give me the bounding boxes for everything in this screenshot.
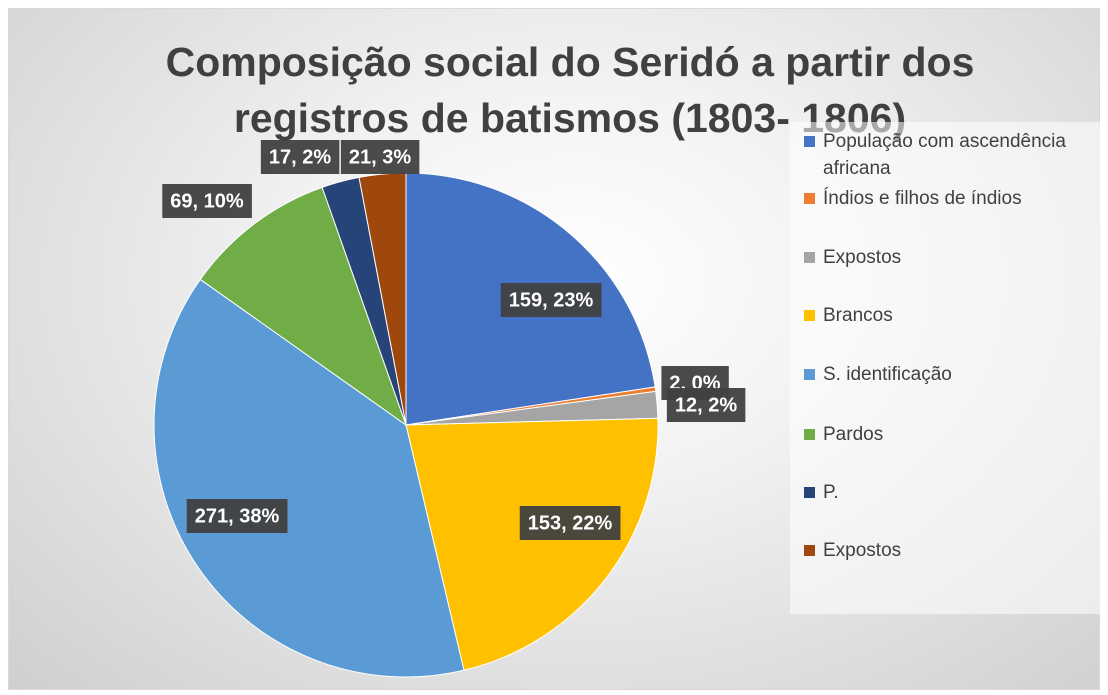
pie-slice (199, 186, 407, 427)
legend-item: P. (804, 479, 1104, 506)
data-label-text: 271, 38% (195, 505, 280, 527)
pie-slice (153, 278, 465, 678)
data-label: 271, 38% (186, 499, 288, 533)
chart-title: Composição social do Seridó a partir dos… (165, 39, 975, 141)
legend-swatch (804, 369, 815, 380)
legend-item: Índios e filhos de índios (804, 185, 1104, 212)
legend-item: S. identificação (804, 361, 1104, 388)
data-label-box (500, 283, 602, 317)
data-label-text: 153, 22% (528, 512, 613, 534)
data-label-text: 17, 2% (269, 146, 331, 168)
data-label-box (260, 140, 340, 174)
legend-label: Índios e filhos de índios (823, 188, 1022, 209)
data-label: 17, 2% (260, 140, 340, 174)
data-label: 69, 10% (162, 184, 252, 218)
legend-item: População com ascendência africana (804, 128, 1104, 182)
data-label-box (340, 140, 420, 174)
legend-swatch (804, 136, 815, 147)
legend-item: Pardos (804, 421, 1104, 448)
legend-item: Expostos (804, 537, 1104, 564)
data-label: 21, 3% (340, 140, 420, 174)
legend-swatch (804, 310, 815, 321)
legend-item: Brancos (804, 302, 1104, 329)
legend-label: Expostos (823, 540, 902, 561)
legend-label: Pardos (823, 424, 884, 445)
data-label-box (666, 388, 746, 422)
data-label-box (186, 499, 288, 533)
data-label-text: 12, 2% (675, 394, 737, 416)
legend-swatch (804, 487, 815, 498)
legend-label: S. identificação (823, 364, 952, 385)
data-label-text: 69, 10% (170, 190, 244, 212)
legend-label: P. (823, 482, 839, 503)
legend-label: Brancos (823, 305, 893, 326)
data-label: 159, 23% (500, 283, 602, 317)
pie-slice (405, 417, 659, 671)
data-label: 153, 22% (519, 506, 621, 540)
data-label-text: 159, 23% (509, 289, 594, 311)
legend-label: Expostos (823, 247, 902, 268)
legend-swatch (804, 193, 815, 204)
data-label-text: 21, 3% (349, 146, 411, 168)
data-label: 12, 2% (666, 388, 746, 422)
legend-swatch (804, 545, 815, 556)
legend: População com ascendência africana Índios… (790, 122, 1108, 614)
data-label-box (162, 184, 252, 218)
legend-item: Expostos (804, 244, 1104, 271)
data-label-box (519, 506, 621, 540)
legend-swatch (804, 252, 815, 263)
legend-label: População com ascendência africana (823, 131, 1066, 179)
legend-swatch (804, 429, 815, 440)
